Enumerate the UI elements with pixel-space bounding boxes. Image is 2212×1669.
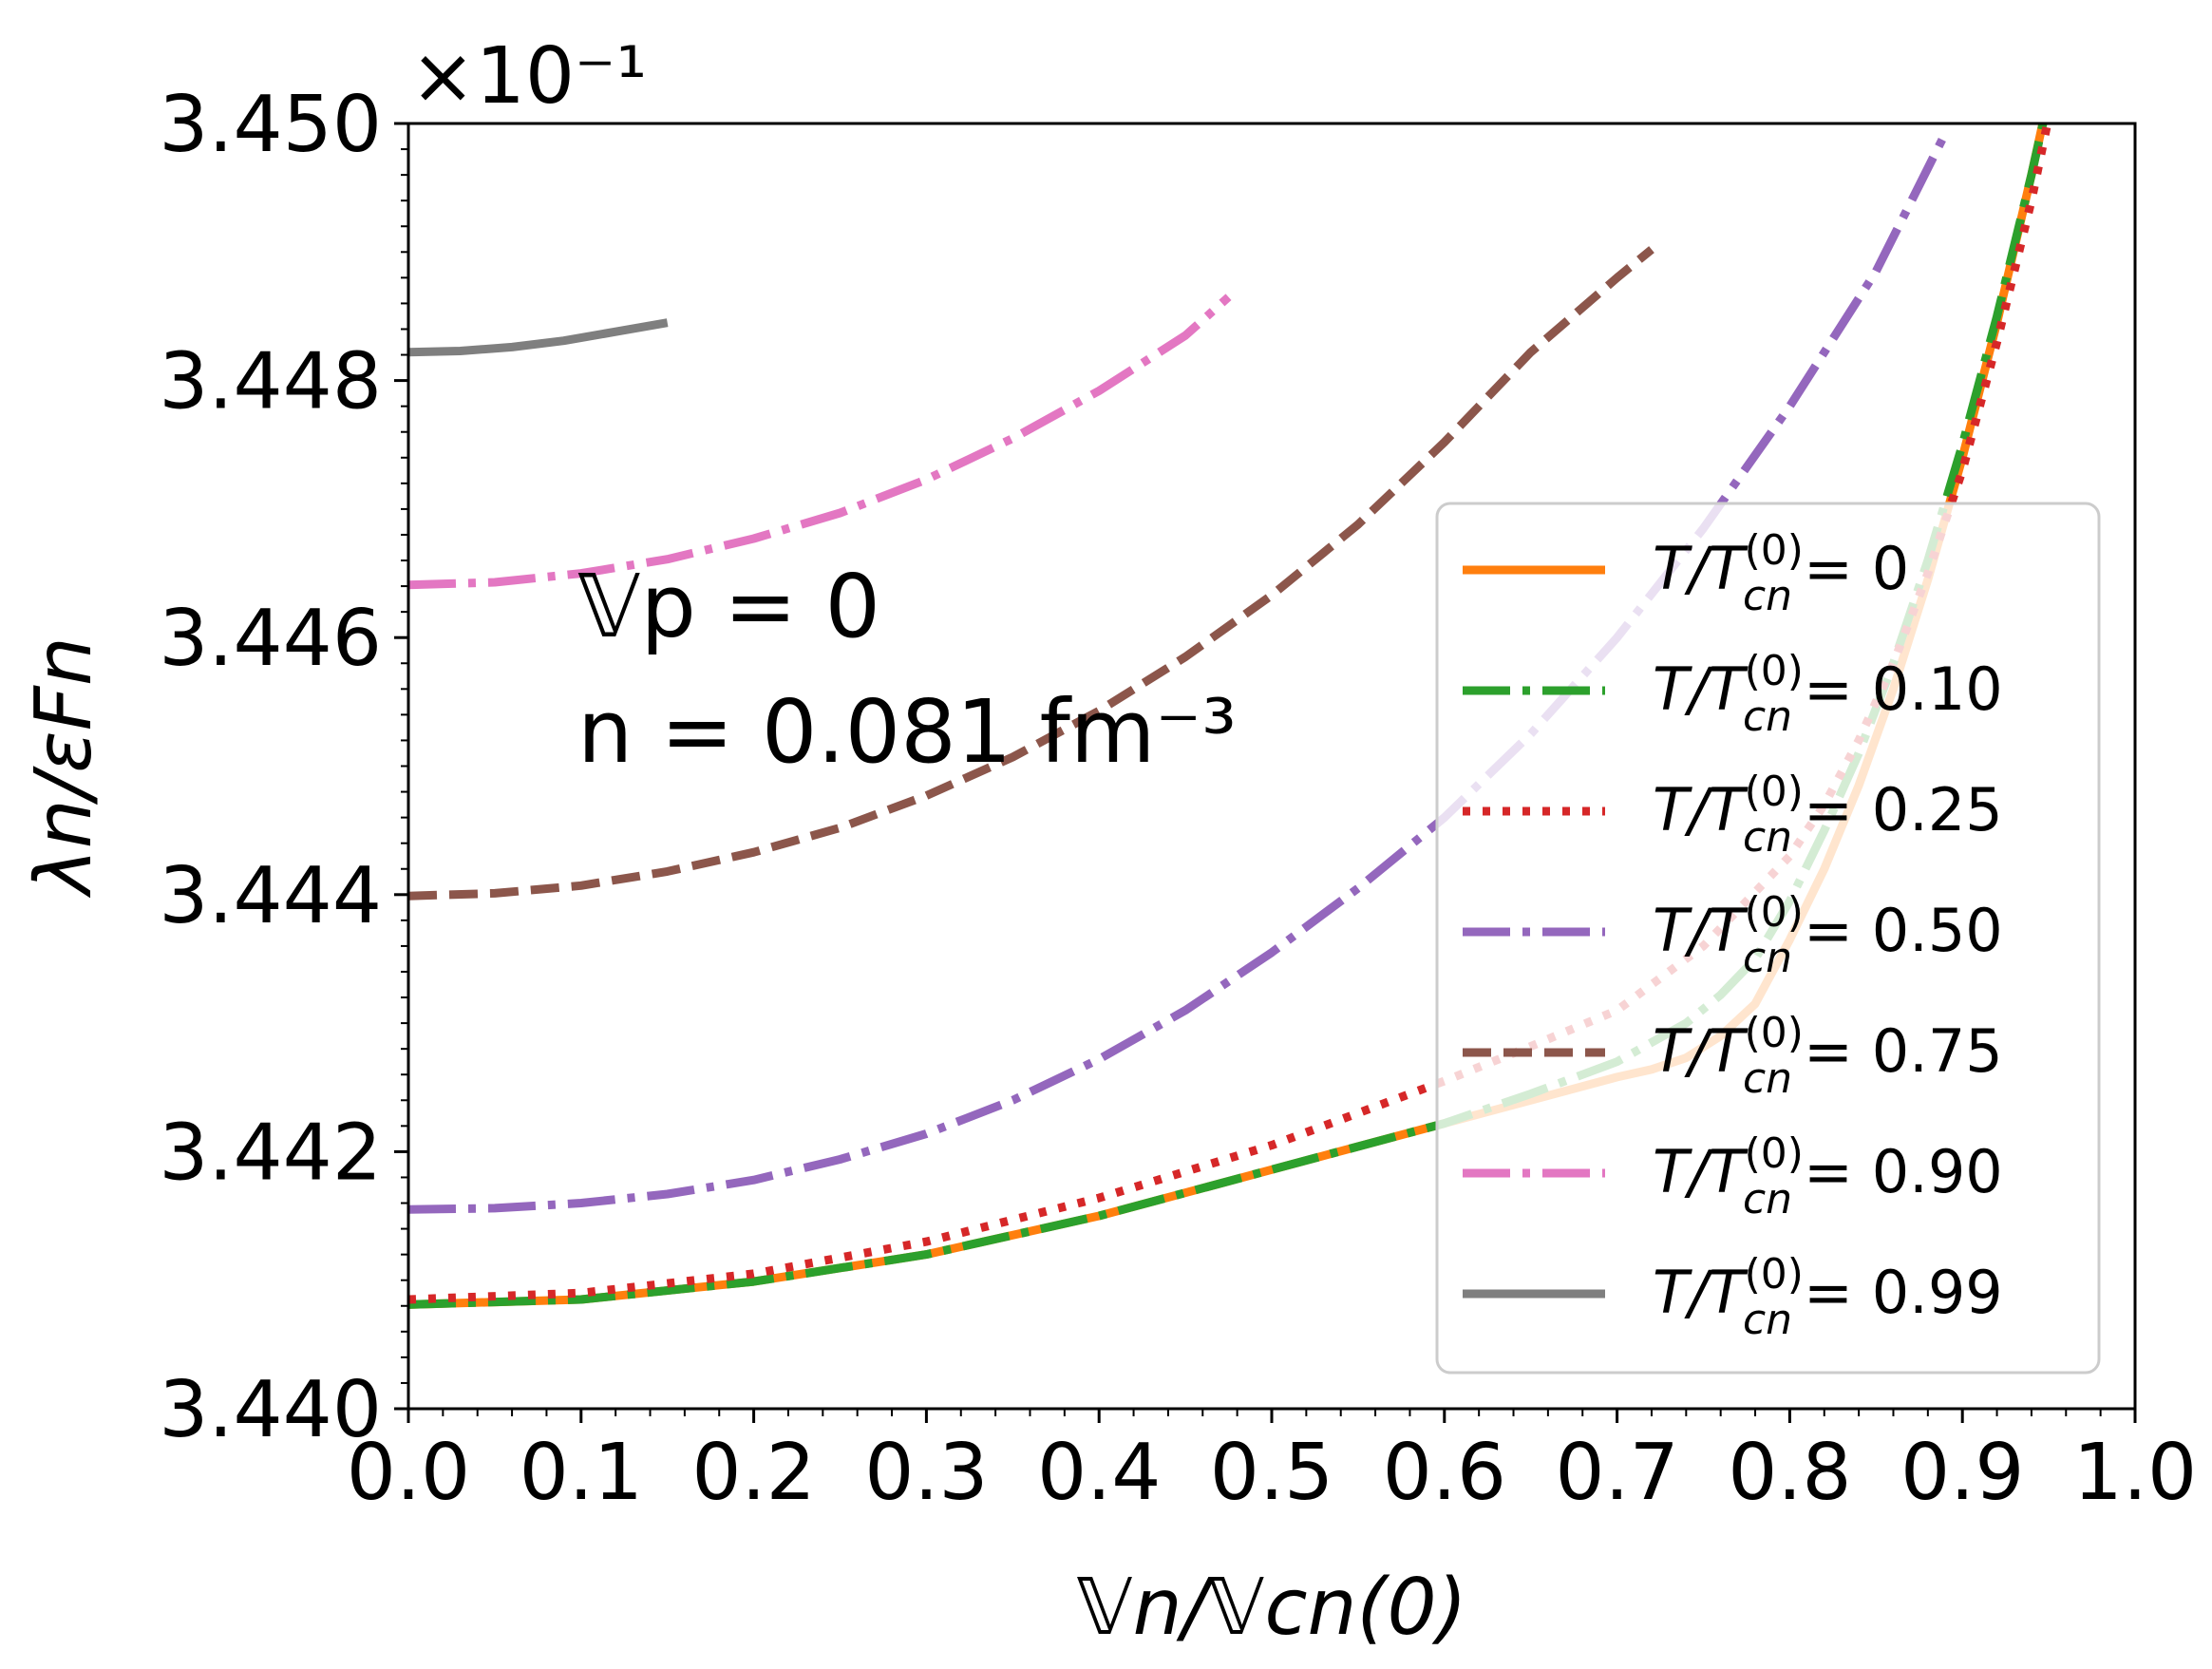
y-scale-factor: ×10⁻¹: [410, 31, 647, 122]
x-axis-label: 𝕍n/𝕍cn(0): [1076, 1563, 1466, 1653]
legend-label-3: T/T(0) cn = 0.50: [1653, 888, 2003, 982]
series-line-4: [408, 246, 1654, 901]
x-tick-label-5: 0.5: [1210, 1428, 1333, 1518]
series-line-5: [408, 294, 1232, 590]
x-tick-label-7: 0.7: [1555, 1428, 1678, 1518]
x-tick-label-4: 0.4: [1037, 1428, 1161, 1518]
x-tick-label-2: 0.2: [691, 1428, 815, 1518]
legend-label-4: T/T(0) cn = 0.75: [1653, 1009, 2003, 1103]
x-tick-label-1: 0.1: [520, 1428, 643, 1518]
y-tick-label-2: 3.444: [159, 851, 382, 941]
legend-label-6: T/T(0) cn = 0.99: [1653, 1250, 2003, 1344]
x-tick-label-8: 0.8: [1728, 1428, 1851, 1518]
y-tick-label-0: 3.440: [159, 1365, 382, 1455]
legend-label-0: T/T(0) cn = 0: [1653, 526, 1909, 620]
y-tick-label-5: 3.450: [159, 80, 382, 170]
legend-frame: [1435, 502, 2101, 1375]
y-axis-label: λn/εFn: [19, 636, 109, 899]
x-tick-label-3: 0.3: [864, 1428, 988, 1518]
ticks-layer: 0.0 0.1 0.2 0.3 0.4 0.5 0.6 0.7 0.8 0.9 1.0 3.440 3.…: [159, 80, 2197, 1518]
legend: T/T(0) cn = 0 T/T(0) cn = 0.10 T/T(0) cn = 0.25 T…: [1435, 502, 2101, 1375]
series-line-6: [408, 318, 669, 357]
annotation-vp: 𝕍p = 0: [577, 556, 880, 657]
x-tick-label-0: 0.0: [347, 1428, 470, 1518]
legend-label-2: T/T(0) cn = 0.25: [1653, 768, 2003, 862]
series-line-1: [408, 123, 2048, 1309]
y-tick-label-1: 3.442: [159, 1108, 382, 1198]
legend-label-5: T/T(0) cn = 0.90: [1653, 1129, 2003, 1223]
x-tick-label-9: 0.9: [1900, 1428, 2024, 1518]
y-tick-label-3: 3.446: [159, 594, 382, 684]
annotation-density: n = 0.081 fm⁻³: [577, 681, 1237, 783]
x-tick-label-10: 1.0: [2073, 1428, 2197, 1518]
legend-label-1: T/T(0) cn = 0.10: [1653, 647, 2003, 741]
y-tick-label-4: 3.448: [159, 337, 382, 427]
x-tick-label-6: 0.6: [1383, 1428, 1506, 1518]
